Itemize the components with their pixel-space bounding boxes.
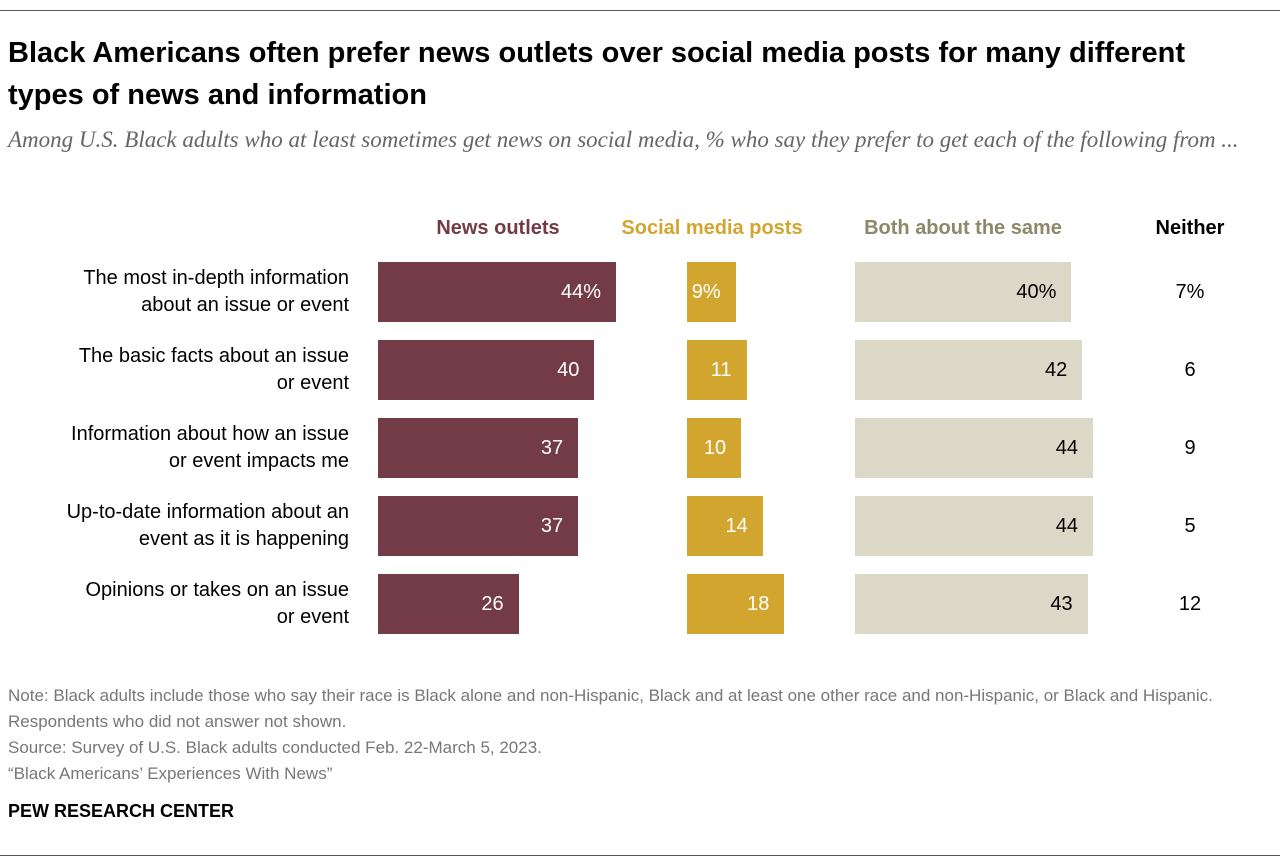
data-label: 11 [710,359,732,381]
category-label: Information about how an issue or event i… [0,421,349,475]
data-label: 44 [1055,437,1079,459]
bar-social-media-posts [687,340,747,400]
brand-logo: PEW RESEARCH CENTER [8,801,235,821]
bar-social-media-posts [687,418,742,478]
category-label-line: The most in-depth information [83,267,349,289]
data-label: 9% [691,281,721,303]
category-label-line: The basic facts about an issue [78,345,349,367]
data-label-neither: 6 [1184,359,1196,381]
bar-both-about-the-same [855,340,1083,400]
category-label: The basic facts about an issue or event [0,343,349,397]
bar-both-about-the-same [855,418,1094,478]
category-label-line: or event impacts me [168,450,349,472]
top-rule [0,10,1280,11]
data-label: 44 [1055,515,1079,537]
data-label: 26 [481,593,504,615]
note-text: Note: Black adults include those who say… [8,686,1213,731]
bar-news-outlets [378,418,579,478]
data-label: 44% [561,281,602,303]
category-label-line: about an issue or event [141,294,349,316]
legend-both-about-the-same: Both about the same [864,217,1062,239]
bar-news-outlets [378,340,595,400]
chart-subtitle: Among U.S. Black adults who at least som… [8,127,1239,152]
bar-social-media-posts [687,496,763,556]
category-label-line: Information about how an issue [71,423,349,445]
notes: Note: Black adults include those who say… [8,683,1268,787]
category-label-line: Up-to-date information about an [66,501,349,523]
data-label: 18 [747,593,770,615]
data-label-neither: 5 [1184,515,1196,537]
data-label: 37 [540,437,564,459]
data-label-neither: 9 [1184,437,1196,459]
bar-social-media-posts [687,262,736,322]
bar-news-outlets [378,262,617,322]
bottom-rule [0,855,1280,856]
data-label: 43 [1050,593,1073,615]
data-label: 14 [725,515,748,537]
source-text: Source: Survey of U.S. Black adults cond… [8,738,542,757]
data-label: 40% [1016,281,1057,303]
report-title: “Black Americans’ Experiences With News” [8,764,333,783]
category-label: Up-to-date information about an event as … [0,499,349,553]
legend-social-media-posts: Social media posts [621,217,803,239]
bar-news-outlets [378,574,519,634]
bar-both-about-the-same [855,262,1072,322]
bar-news-outlets [378,496,579,556]
category-label-line: Opinions or takes on an issue [85,579,350,601]
data-label-neither: 12 [1178,593,1202,615]
data-label: 42 [1044,359,1068,381]
chart-title: Black Americans often prefer news outlet… [8,37,1185,111]
category-label-line: or event [276,606,349,628]
category-label-line: or event [276,372,349,394]
bar-both-about-the-same [855,574,1088,634]
data-label: 10 [703,437,727,459]
bar-both-about-the-same [855,496,1094,556]
legend-news-outlets: News outlets [436,217,560,239]
data-label: 37 [540,515,564,537]
category-label-line: event as it is happening [138,528,349,550]
bar-social-media-posts [687,574,785,634]
legend-neither: Neither [1155,217,1225,239]
data-label-neither: 7% [1175,281,1205,303]
data-label: 40 [557,359,580,381]
category-label: Opinions or takes on an issue or event [0,577,350,631]
category-label: The most in-depth information about an is… [0,265,349,319]
